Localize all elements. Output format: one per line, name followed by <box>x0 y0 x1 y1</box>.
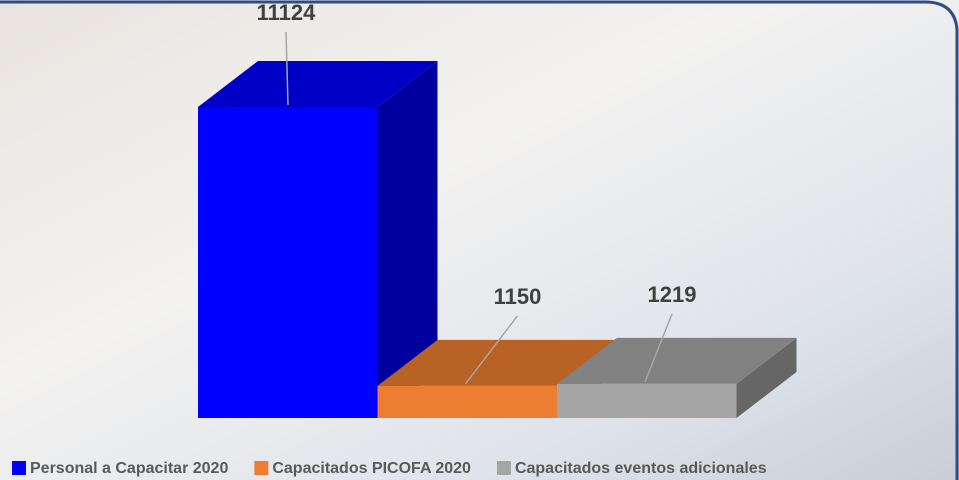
legend-label: Personal a Capacitar 2020 <box>30 460 228 477</box>
legend-swatch <box>497 461 511 475</box>
data-label: 11124 <box>257 0 317 25</box>
bar <box>198 107 378 418</box>
legend-swatch <box>254 461 268 475</box>
bar <box>557 384 737 418</box>
legend-label: Capacitados PICOFA 2020 <box>272 460 471 477</box>
bar <box>378 386 558 418</box>
chart: 11124 1150 1219 Personal a Capacitar 2020 Ca… <box>0 0 959 480</box>
data-label: 1219 <box>648 282 697 307</box>
data-label: 1150 <box>494 284 542 309</box>
legend-label: Capacitados eventos adicionales <box>515 460 767 477</box>
legend-swatch <box>12 461 26 475</box>
